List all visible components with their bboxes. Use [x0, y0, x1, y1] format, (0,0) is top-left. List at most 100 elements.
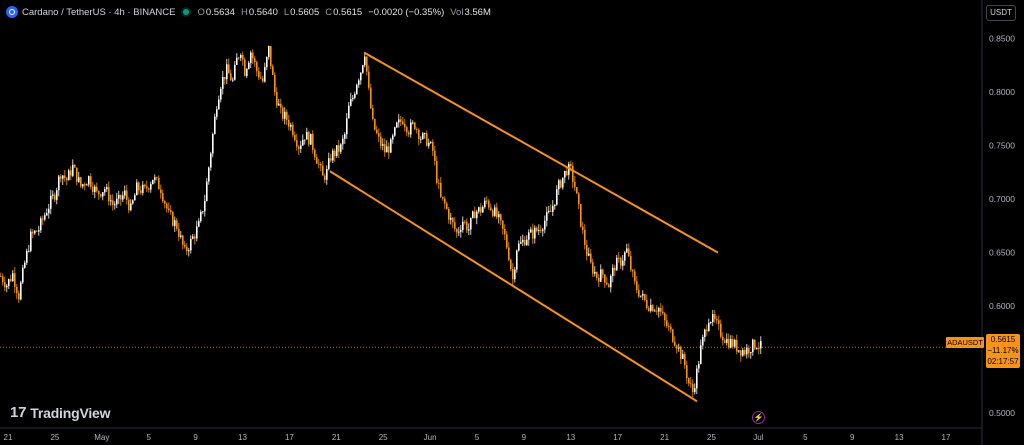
candle-body: [614, 267, 616, 271]
candle-body: [708, 322, 710, 332]
candle-body: [368, 71, 370, 88]
candle-body: [468, 229, 470, 231]
candle-body: [396, 122, 398, 128]
candle-body: [634, 271, 636, 282]
candle-body: [384, 144, 386, 153]
candle-body: [126, 190, 128, 200]
candle-body: [70, 170, 72, 176]
candle-body: [62, 175, 64, 179]
candle-body: [694, 388, 696, 392]
time-tick-label: 21: [332, 433, 341, 442]
candle-body: [88, 176, 90, 185]
candle-body: [596, 271, 598, 278]
tradingview-logo[interactable]: 17 TradingView: [10, 404, 111, 421]
candle-body: [382, 144, 384, 146]
low-value: 0.5605: [290, 6, 320, 18]
candle-body: [174, 220, 176, 226]
candle-body: [84, 184, 86, 186]
candle-body: [252, 52, 254, 59]
candle-body: [158, 177, 160, 190]
candle-body: [754, 339, 756, 349]
channel-lower-line[interactable]: [329, 170, 698, 403]
currency-button[interactable]: USDT: [986, 5, 1016, 21]
candle-body: [734, 339, 736, 347]
candle-body: [362, 65, 364, 73]
candle-body: [558, 180, 560, 190]
candle-body: [568, 164, 570, 175]
candle-body: [454, 222, 456, 229]
candle-body: [356, 84, 358, 94]
candle-body: [628, 248, 630, 257]
candle-body: [228, 64, 230, 74]
price-tick-label: 0.5000: [989, 408, 1015, 418]
candle-body: [268, 46, 270, 58]
candle-body: [562, 177, 564, 188]
time-tick-label: 13: [895, 433, 904, 442]
candle-body: [736, 339, 738, 352]
candle-body: [210, 153, 212, 168]
candle-body: [328, 158, 330, 170]
candle-body: [398, 119, 400, 123]
candle-body: [572, 166, 574, 182]
time-tick-label: Jun: [424, 433, 437, 442]
candle-body: [712, 314, 714, 323]
candle-body: [128, 199, 130, 211]
candle-body: [510, 259, 512, 269]
candle-body: [160, 189, 162, 194]
candle-body: [250, 52, 252, 63]
candle-body: [604, 274, 606, 283]
candle-body: [408, 132, 410, 135]
candle-body: [68, 170, 70, 181]
last-price-tag: 0.5615 −11.17% 02:17:57: [986, 334, 1020, 368]
candle-body: [326, 169, 328, 180]
candle-body: [478, 207, 480, 212]
time-tick-label: 9: [850, 433, 855, 442]
price-tick-label: 0.7000: [989, 194, 1015, 204]
candle-body: [202, 211, 204, 213]
candle-body: [138, 182, 140, 191]
candle-body: [10, 279, 12, 281]
candle-body: [470, 217, 472, 230]
candle-body: [12, 273, 14, 281]
candle-body: [216, 109, 218, 117]
candle-body: [120, 194, 122, 200]
open-label: O: [197, 6, 205, 18]
candle-body: [72, 164, 74, 176]
channel-upper-line[interactable]: [363, 51, 719, 254]
lightning-icon[interactable]: ⚡: [752, 411, 765, 424]
candle-body: [314, 149, 316, 158]
candle-body: [670, 326, 672, 330]
candle-body: [554, 204, 556, 207]
candle-body: [620, 258, 622, 266]
descending-channel-drawing[interactable]: [329, 51, 719, 403]
candle-body: [658, 308, 660, 312]
candle-body: [198, 221, 200, 227]
candle-body: [540, 230, 542, 231]
candle-body: [418, 129, 420, 140]
candle-body: [136, 182, 138, 196]
candle-body: [148, 188, 150, 190]
time-tick-label: 5: [146, 433, 151, 442]
candle-body: [372, 108, 374, 119]
symbol-title[interactable]: Cardano / TetherUS · 4h · BINANCE: [22, 6, 176, 18]
candle-body: [334, 150, 336, 156]
candle-body: [164, 201, 166, 204]
bar-countdown: 02:17:57: [987, 357, 1019, 366]
candle-body: [412, 122, 414, 124]
candle-body: [238, 57, 240, 59]
time-axis[interactable]: 21 25 May 5 9 13 17 21 25 Jun 5 9 13 17 21 25 Jul 5 9 13 17: [4, 433, 951, 442]
candle-body: [574, 181, 576, 188]
candle-body: [380, 136, 382, 146]
time-tick-label: 5: [475, 433, 480, 442]
candle-body: [616, 257, 618, 271]
candle-body: [740, 350, 742, 356]
candle-body: [648, 308, 650, 311]
candle-body: [632, 270, 634, 272]
candle-body: [576, 187, 578, 194]
candle-body: [36, 230, 38, 232]
candle-body: [672, 329, 674, 342]
candle-body: [114, 204, 116, 206]
market-status-icon[interactable]: [183, 9, 190, 15]
